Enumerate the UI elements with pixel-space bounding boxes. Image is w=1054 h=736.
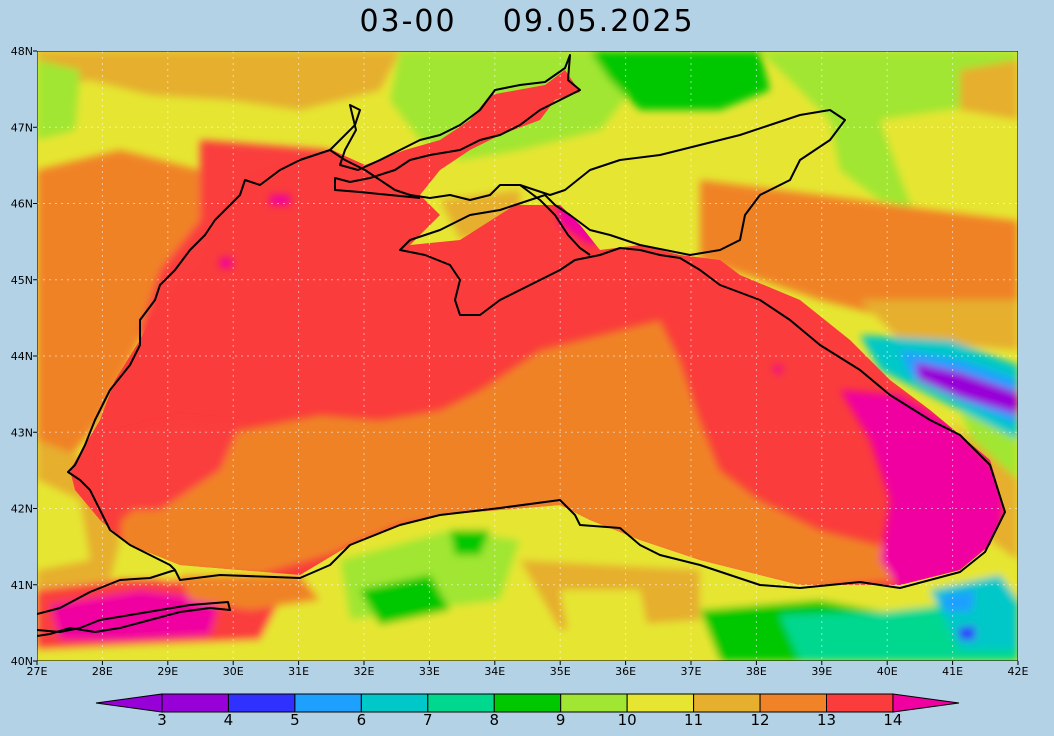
lon-tick-label: 31E xyxy=(288,665,309,678)
sea-interior-orange xyxy=(120,320,900,585)
colorbar-swatch xyxy=(626,693,695,713)
field-turkey-blue-b xyxy=(958,626,975,640)
lat-tick-label: 46N xyxy=(11,198,33,211)
colorbar-label: 5 xyxy=(290,711,300,729)
field-north-orange xyxy=(37,51,400,110)
lon-tick-label: 27E xyxy=(27,665,48,678)
temperature-map xyxy=(37,51,1018,661)
colorbar-swatch xyxy=(560,693,628,713)
lat-tick-label: 45N xyxy=(11,274,33,287)
lon-tick-label: 32E xyxy=(354,665,375,678)
colorbar-swatch xyxy=(427,693,495,713)
field-caucasus-purple xyxy=(915,362,1018,415)
sea-west-red xyxy=(100,420,240,510)
colorbar-swatch xyxy=(826,693,894,713)
lat-tick-label: 42N xyxy=(11,503,33,516)
colorbar-swatch xyxy=(493,693,562,713)
lon-tick-label: 35E xyxy=(550,665,571,678)
colorbar-swatch xyxy=(693,693,761,713)
lat-tick-label: 47N xyxy=(11,121,33,134)
lon-tick-label: 39E xyxy=(811,665,832,678)
colorbar-label: 13 xyxy=(817,711,836,729)
colorbar-high-extend xyxy=(892,693,960,713)
colorbar: 3 4 5 6 7 8 9 10 11 12 13 14 xyxy=(95,693,960,729)
lon-tick-label: 29E xyxy=(157,665,178,678)
field-sw-orange xyxy=(180,575,320,610)
lon-tick-label: 28E xyxy=(92,665,113,678)
field-north-green-b xyxy=(590,51,770,110)
field-west-green xyxy=(37,60,80,140)
colorbar-label: 12 xyxy=(751,711,770,729)
colorbar-label: 11 xyxy=(684,711,703,729)
sea-spot-b xyxy=(220,258,232,268)
title-time: 03-00 xyxy=(359,4,457,39)
sea-spot-a xyxy=(270,195,290,205)
colorbar-label: 4 xyxy=(224,711,234,729)
lon-tick-label: 30E xyxy=(223,665,244,678)
lon-tick-label: 37E xyxy=(681,665,702,678)
lon-tick-label: 33E xyxy=(419,665,440,678)
field-turkey-blue-a xyxy=(940,590,975,612)
coastline-main xyxy=(37,109,1006,615)
sea-spot-c xyxy=(772,366,784,376)
colorbar-swatch xyxy=(759,693,827,713)
colorbar-label: 9 xyxy=(556,711,566,729)
coastline-azov-spit xyxy=(519,184,591,256)
title-date: 09.05.2025 xyxy=(502,4,695,39)
field-ne-orange xyxy=(960,60,1018,120)
lat-tick-label: 44N xyxy=(11,350,33,363)
lat-tick-label: 43N xyxy=(11,426,33,439)
map-title: 03-00 09.05.2025 xyxy=(0,4,1054,44)
colorbar-label: 14 xyxy=(883,711,902,729)
lon-tick-label: 34E xyxy=(484,665,505,678)
field-turkey-green-b xyxy=(360,575,450,625)
field-turkey-yellow-b xyxy=(560,590,650,640)
lon-tick-label: 40E xyxy=(877,665,898,678)
gridlines xyxy=(37,51,1018,661)
colorbar-label: 10 xyxy=(618,711,637,729)
colorbar-label: 8 xyxy=(489,711,499,729)
lon-tick-label: 41E xyxy=(942,665,963,678)
lon-tick-label: 38E xyxy=(746,665,767,678)
colorbar-label: 3 xyxy=(157,711,167,729)
coastline xyxy=(37,54,1006,637)
colorbar-swatch xyxy=(360,693,429,713)
field-west-lightyellow xyxy=(37,480,90,570)
coastline-marmara xyxy=(37,601,231,637)
coastline-dnieper xyxy=(329,54,581,199)
lat-tick-label: 41N xyxy=(11,579,33,592)
lon-tick-label: 42E xyxy=(1008,665,1029,678)
colorbar-swatch xyxy=(161,693,229,713)
lat-tick-label: 40N xyxy=(11,655,33,668)
map-axes: 27E 28E 29E 30E 31E 32E 33E 34E 35E 36E 37E 38E 39E 4… xyxy=(11,45,1029,678)
lon-tick-label: 36E xyxy=(615,665,636,678)
colorbar-low-extend xyxy=(95,693,163,713)
field-caucasus-orange xyxy=(700,180,1018,330)
lat-tick-label: 48N xyxy=(11,45,33,58)
field-turkey-green-c xyxy=(450,530,490,555)
colorbar-label: 7 xyxy=(423,711,433,729)
colorbar-swatch xyxy=(227,693,296,713)
colorbar-swatch xyxy=(294,693,362,713)
colorbar-label: 6 xyxy=(357,711,367,729)
